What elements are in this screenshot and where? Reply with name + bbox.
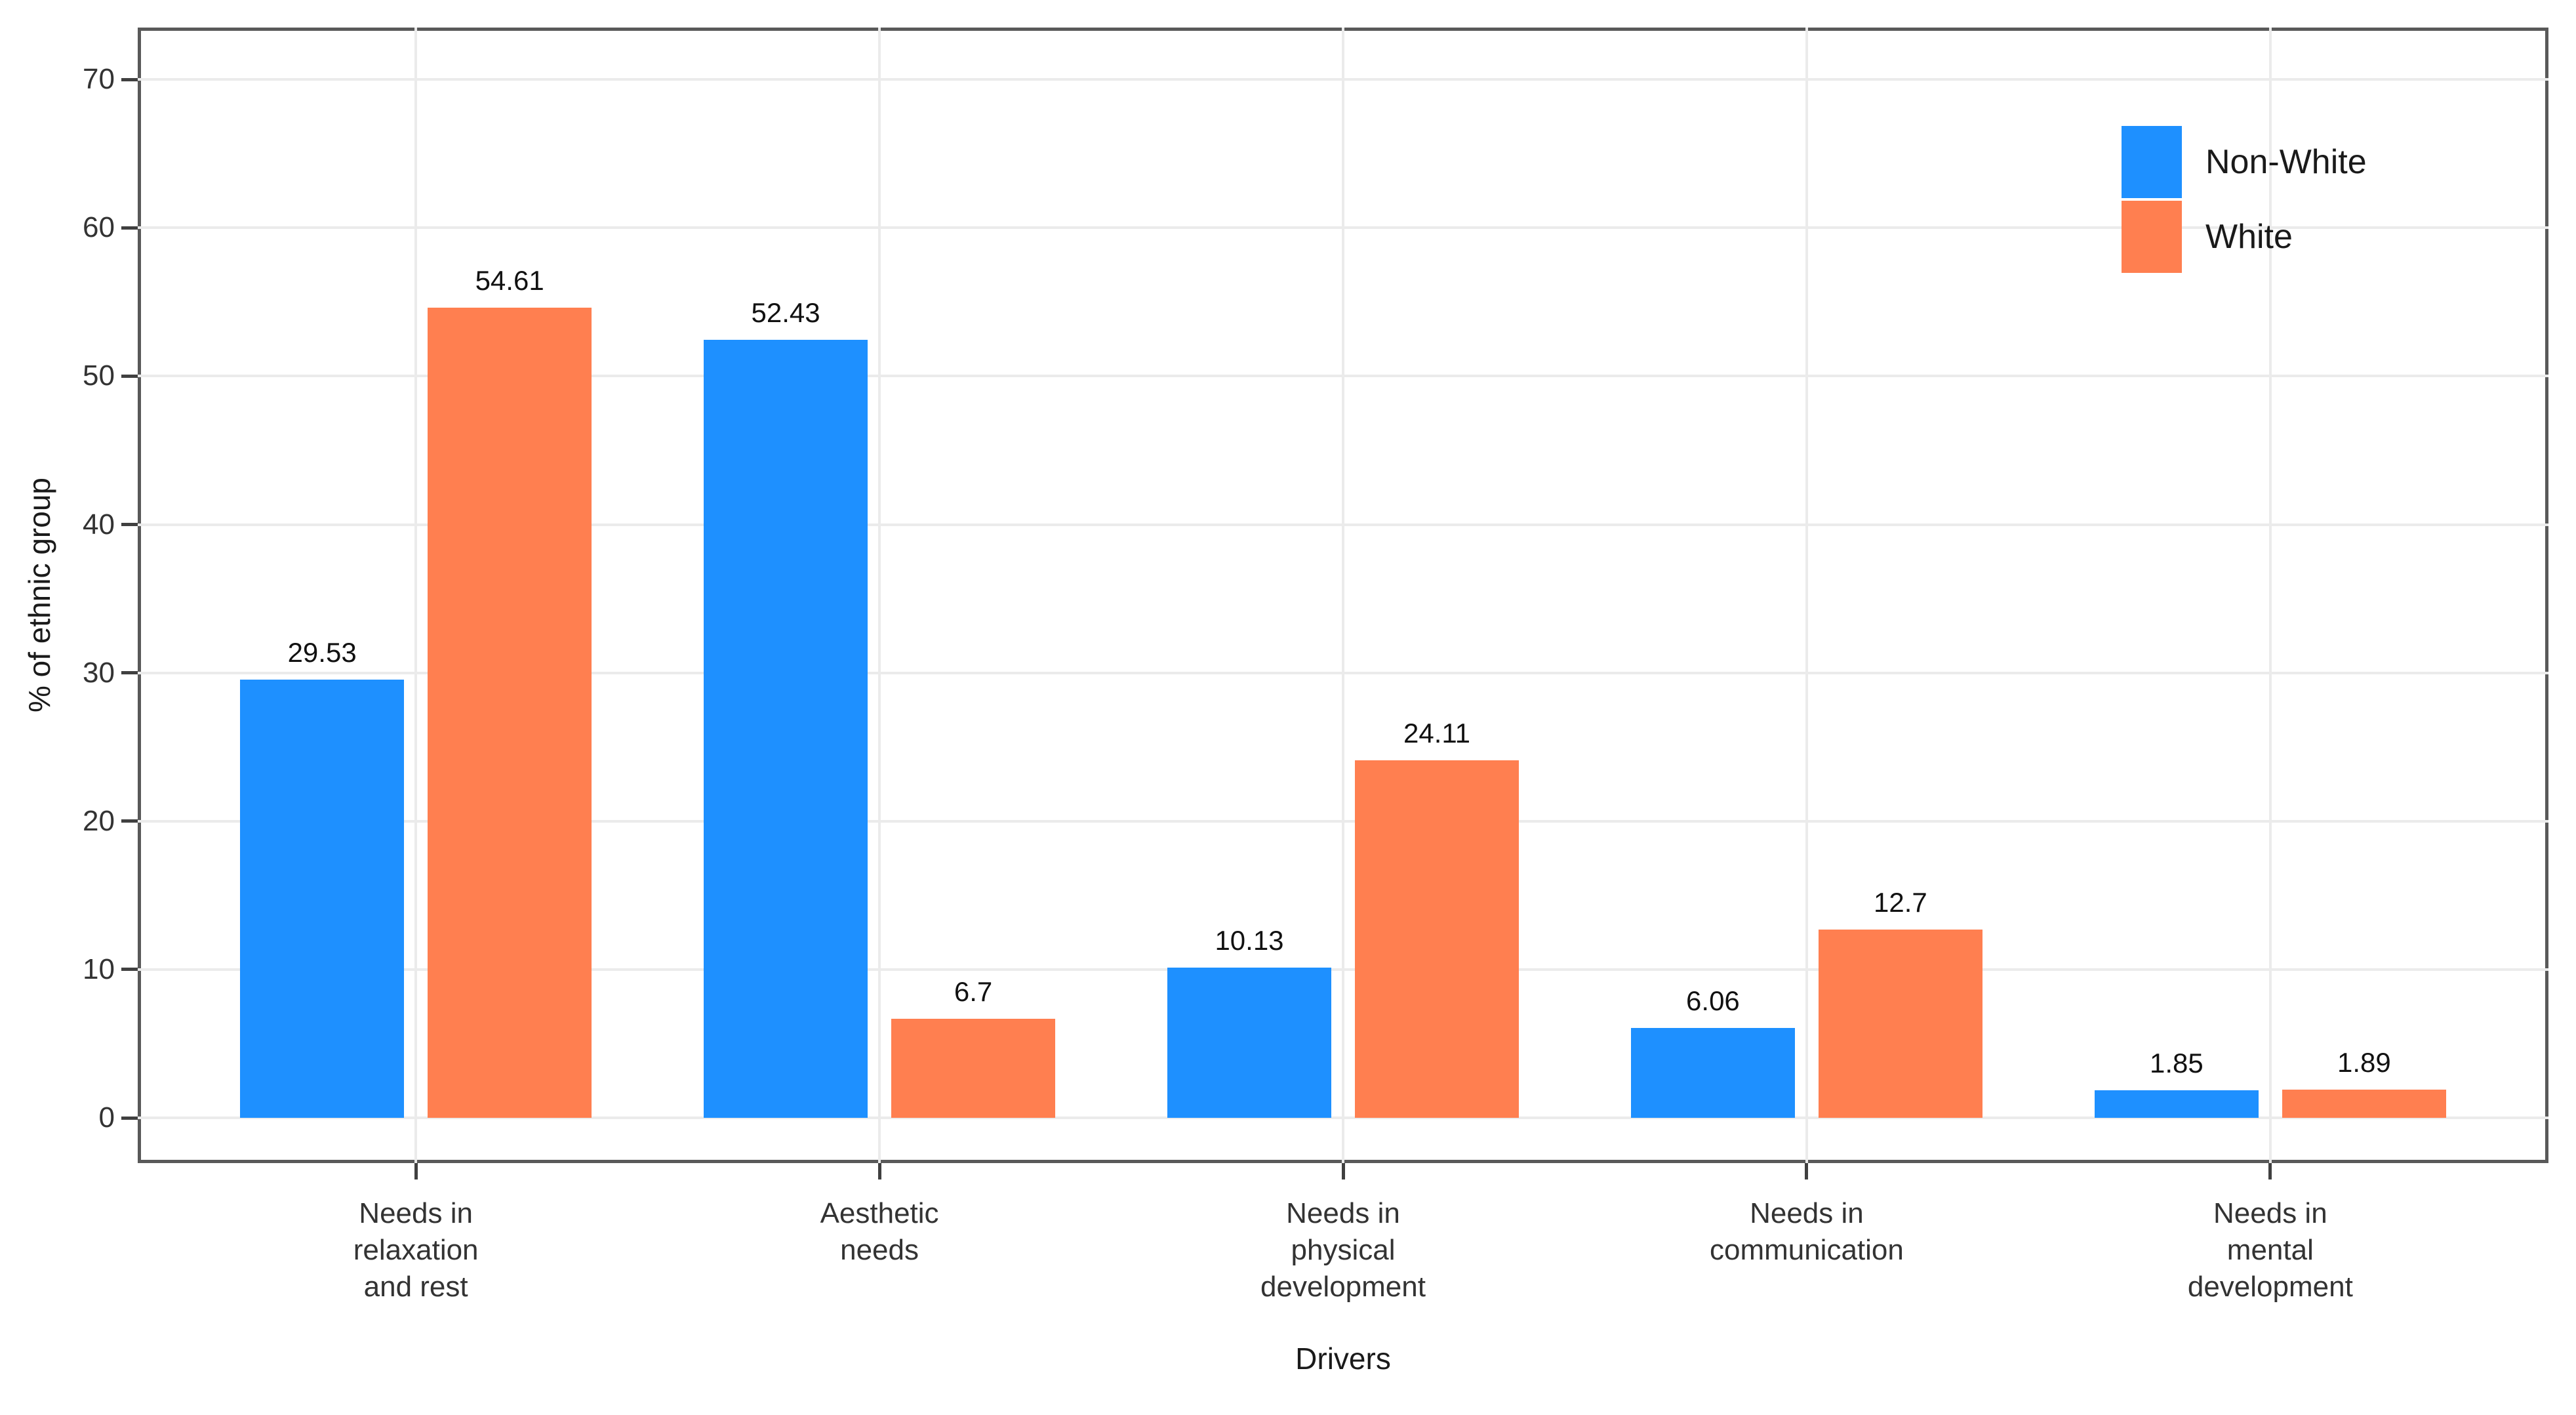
- legend-label-nonwhite: Non-White: [2205, 143, 2367, 181]
- bar-non-white: [704, 340, 868, 1118]
- category-label: Needs in communication: [1709, 1197, 1904, 1266]
- bar-value-label: 29.53: [287, 637, 357, 668]
- bar-value-label: 10.13: [1215, 924, 1284, 956]
- y-tick-label: 70: [83, 63, 115, 96]
- gridline-v: [2268, 28, 2272, 1163]
- x-tick-mark: [414, 1163, 418, 1179]
- y-tick-mark: [121, 374, 138, 378]
- category-label: Needs in relaxation and rest: [353, 1197, 479, 1303]
- y-tick-mark: [121, 819, 138, 823]
- bar-value-label: 54.61: [475, 265, 544, 297]
- y-tick-label: 10: [83, 953, 115, 985]
- legend-swatch-white-icon: [2122, 201, 2182, 273]
- category-label: Aesthetic needs: [820, 1197, 939, 1266]
- y-axis-title: % of ethnic group: [22, 478, 56, 713]
- bar-non-white: [240, 680, 405, 1118]
- bar-value-label: 6.7: [954, 975, 993, 1007]
- x-tick-mark: [877, 1163, 881, 1179]
- bar-white: [1818, 929, 1982, 1118]
- y-tick-mark: [121, 523, 138, 527]
- y-tick-label: 40: [83, 508, 115, 541]
- x-tick-mark: [1341, 1163, 1345, 1179]
- bar-value-label: 24.11: [1403, 717, 1470, 749]
- category-label: Needs in mental development: [2187, 1197, 2353, 1303]
- x-axis-title: Drivers: [1295, 1342, 1391, 1376]
- legend-label-white: White: [2205, 218, 2293, 256]
- bar-value-label: 12.7: [1874, 886, 1927, 918]
- category-label: Needs in physical development: [1260, 1197, 1426, 1303]
- y-tick-label: 20: [83, 804, 115, 837]
- bar-non-white: [1630, 1027, 1795, 1118]
- bar-value-label: 52.43: [751, 297, 820, 329]
- bar-white: [2282, 1090, 2446, 1118]
- x-tick-mark: [2268, 1163, 2272, 1179]
- y-tick-label: 60: [83, 211, 115, 244]
- y-tick-mark: [121, 77, 138, 81]
- y-tick-label: 50: [83, 359, 115, 392]
- y-tick-mark: [121, 1116, 138, 1120]
- legend-swatch-nonwhite-icon: [2122, 126, 2182, 198]
- y-tick-mark: [121, 671, 138, 675]
- bar-value-label: 1.85: [2149, 1048, 2204, 1079]
- x-tick-mark: [1805, 1163, 1809, 1179]
- bar-white: [428, 308, 592, 1118]
- bar-non-white: [1167, 967, 1331, 1118]
- gridline-v: [878, 28, 881, 1163]
- y-tick-mark: [121, 968, 138, 972]
- bar-non-white: [2094, 1090, 2259, 1118]
- y-tick-label: 0: [98, 1101, 115, 1134]
- y-tick-label: 30: [83, 656, 115, 689]
- legend: Non-White White: [2122, 125, 2367, 274]
- gridline-v: [1805, 28, 1808, 1163]
- bar-value-label: 6.06: [1686, 985, 1740, 1016]
- legend-item-nonwhite: Non-White: [2122, 125, 2367, 199]
- y-tick-mark: [121, 226, 138, 230]
- gridline-v: [1342, 28, 1344, 1163]
- bar-white: [891, 1018, 1056, 1118]
- bar-white: [1355, 760, 1519, 1118]
- legend-item-white: White: [2122, 199, 2367, 274]
- bar-value-label: 1.89: [2337, 1047, 2391, 1078]
- gridline-v: [414, 28, 418, 1163]
